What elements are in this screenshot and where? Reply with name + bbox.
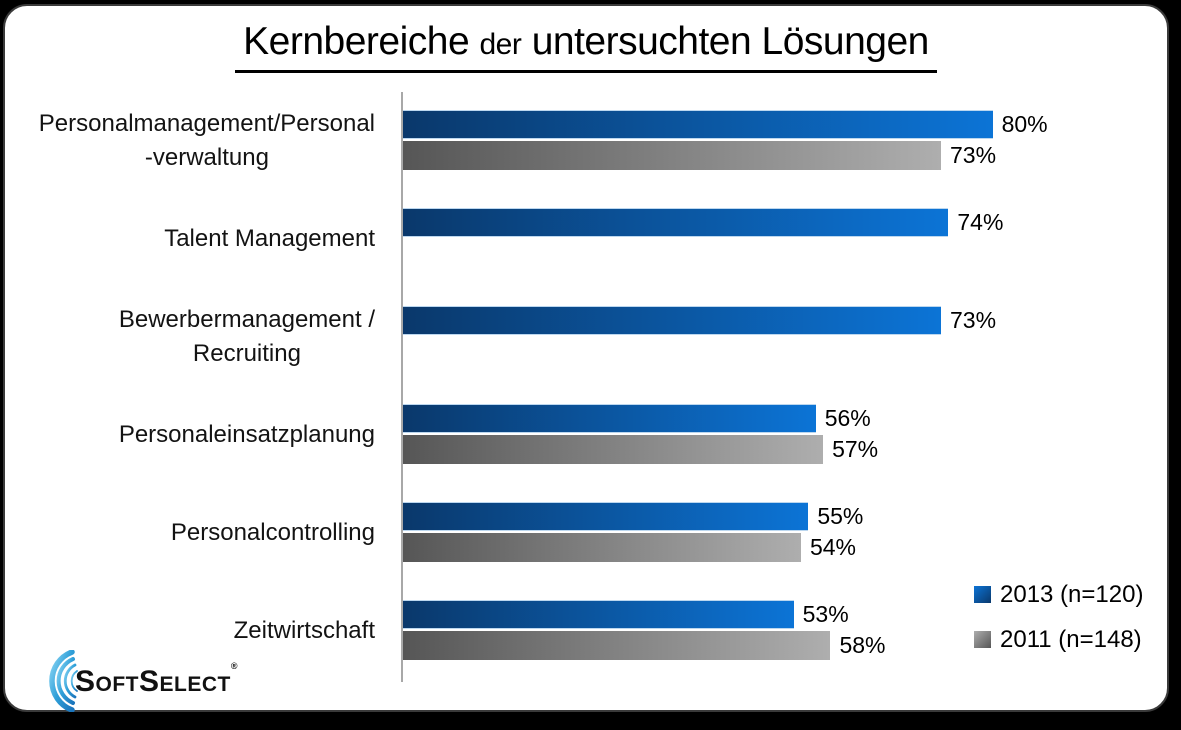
value-label-2011: 57%	[832, 436, 879, 462]
bar-line-2013: 74%	[403, 208, 1140, 237]
bar-line-2011: 57%	[403, 435, 1140, 464]
category-label-text: Bewerbermanagement / Recruiting	[118, 306, 375, 367]
bar-2013	[403, 306, 941, 335]
category-label-text: Personaleinsatzplanung	[118, 421, 375, 448]
bar-2013	[403, 110, 993, 139]
title-part-2: der	[479, 28, 522, 61]
category-label: Personalmanagement/Personal -verwaltung	[5, 92, 389, 190]
value-label-2013: 53%	[802, 601, 849, 627]
value-label-2013: 73%	[950, 307, 997, 333]
chart-title: Kernbereiche der untersuchten Lösungen	[5, 20, 1167, 73]
legend-label: 2013 (n=120)	[1000, 580, 1144, 608]
value-label-2011: 54%	[809, 534, 857, 560]
legend: 2013 (n=120) 2011 (n=148)	[974, 572, 1143, 662]
plot-area: 80% 73% 74% 73% 56% 57% 55% 54% 53% 58%	[401, 92, 1140, 682]
bar-2011	[403, 533, 801, 562]
bar-2011	[403, 631, 831, 660]
legend-swatch-icon	[974, 631, 991, 648]
value-label-2013: 55%	[817, 503, 864, 529]
category-label: Personaleinsatzplanung	[5, 386, 389, 484]
bar-group: 53% 58%	[403, 582, 1140, 680]
logo-wordmark: SOFTSELECT®	[75, 661, 239, 698]
logo-swoosh-icon	[49, 650, 78, 712]
slide-card: Kernbereiche der untersuchten Lösungen P…	[3, 4, 1169, 712]
registered-trademark: ®	[230, 661, 239, 671]
value-label-2011: 73%	[950, 142, 997, 168]
category-label-text: Zeitwirtschaft	[233, 617, 375, 644]
bar-group: 74%	[403, 190, 1140, 288]
bar-line-2013: 55%	[403, 502, 1140, 531]
softselect-logo: SOFTSELECT®	[17, 650, 238, 712]
bar-group: 73%	[403, 288, 1140, 386]
bar-line-2011: 73%	[403, 141, 1140, 170]
bar-line-2011	[403, 239, 1140, 268]
category-label-text: Personalmanagement/Personal -verwaltung	[38, 110, 375, 171]
bar-group: 56% 57%	[403, 386, 1140, 484]
category-axis-labels: Personalmanagement/Personal -verwaltung Ta…	[5, 92, 389, 680]
value-label-2013: 80%	[1001, 111, 1048, 137]
bar-2013	[403, 600, 794, 629]
legend-swatch-icon	[974, 586, 991, 603]
category-label: Personalcontrolling	[5, 484, 389, 582]
bar-group: 80% 73%	[403, 92, 1140, 190]
category-label: Bewerbermanagement / Recruiting	[5, 288, 389, 386]
bar-2011	[403, 435, 824, 464]
category-label-text: Talent Management	[164, 225, 375, 252]
bar-group: 55% 54%	[403, 484, 1140, 582]
bar-2011	[403, 141, 941, 170]
bar-line-2013: 80%	[403, 110, 1140, 139]
category-label: Talent Management	[5, 190, 389, 288]
value-label-2011: 58%	[839, 632, 886, 658]
title-part-1: Kernbereiche	[243, 20, 470, 63]
bar-2013	[403, 404, 816, 433]
category-label-text: Personalcontrolling	[170, 519, 375, 546]
value-label-2013: 56%	[824, 405, 871, 431]
bar-line-2011: 54%	[403, 533, 1140, 562]
bar-line-2013: 73%	[403, 306, 1140, 335]
bar-line-2013: 53%	[403, 600, 1140, 629]
bar-2013	[403, 502, 809, 531]
category-label: Zeitwirtschaft	[5, 582, 389, 680]
chart-title-text: Kernbereiche der untersuchten Lösungen	[235, 20, 937, 73]
bar-line-2011	[403, 337, 1140, 366]
bar-2013	[403, 208, 949, 237]
value-label-2013: 74%	[957, 209, 1004, 235]
title-part-3: untersuchten Lösungen	[531, 20, 930, 63]
legend-item-gray: 2011 (n=148)	[974, 617, 1143, 662]
bar-line-2011: 58%	[403, 631, 1140, 660]
legend-label: 2011 (n=148)	[1000, 625, 1142, 653]
legend-item-blue: 2013 (n=120)	[974, 572, 1143, 617]
bar-line-2013: 56%	[403, 404, 1140, 433]
